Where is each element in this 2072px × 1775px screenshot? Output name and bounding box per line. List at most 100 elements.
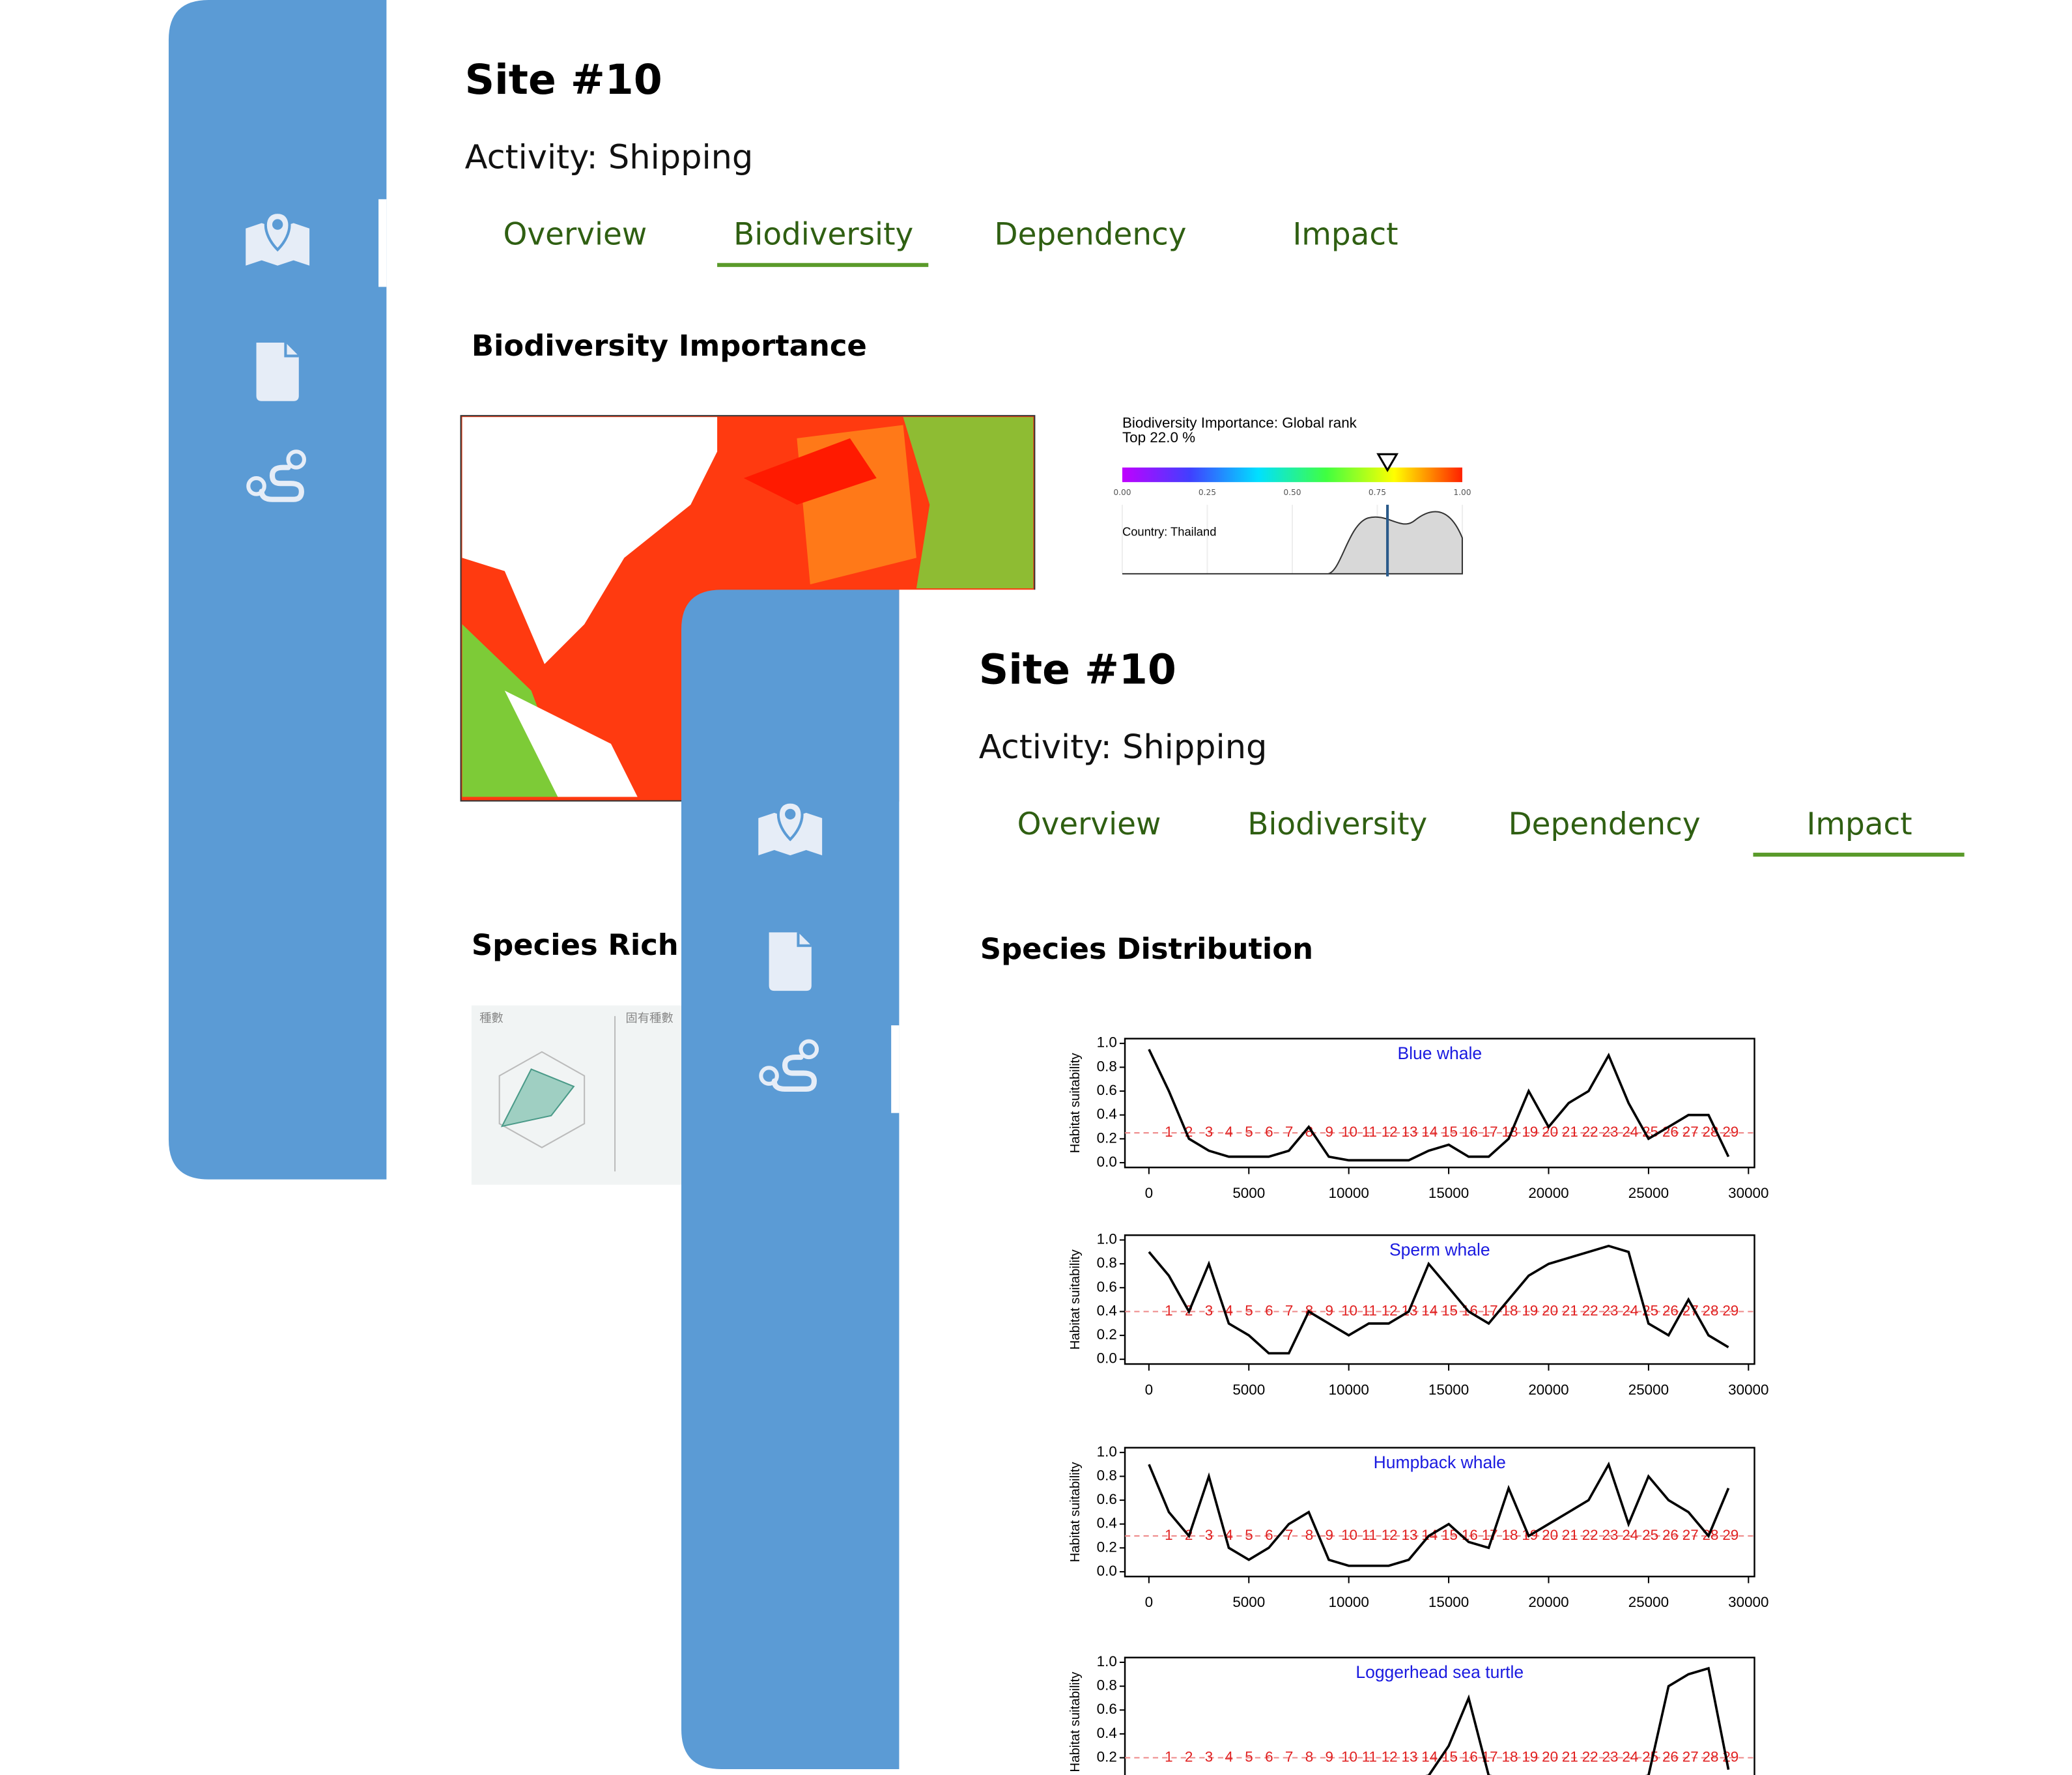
y-tick-label: 0.4 [1097,1302,1117,1318]
rank-title: Biodiversity Importance: Global rank [1122,414,1357,431]
x-tick-label: 25000 [1628,1594,1669,1610]
tab[interactable]: Overview [504,216,647,252]
y-tick-label: 0.2 [1097,1539,1117,1555]
segment-label: 8 [1305,1748,1313,1765]
segment-label: 3 [1205,1124,1213,1140]
x-tick-label: 10000 [1329,1185,1369,1201]
x-tick-label: 10000 [1329,1382,1369,1398]
species-name: Blue whale [1397,1044,1482,1063]
segment-label: 18 [1502,1527,1518,1543]
y-tick-label: 0.8 [1097,1058,1117,1074]
y-tick-label: 1.0 [1097,1443,1117,1460]
segment-label: 5 [1245,1124,1253,1140]
radar-grid [498,1051,586,1148]
x-tick-label: 25000 [1628,1185,1669,1201]
segment-label: 7 [1285,1748,1293,1765]
species-name: Humpback whale [1374,1453,1506,1472]
segment-label: 3 [1205,1748,1213,1765]
sidebar [681,589,900,1769]
rank-tick-label: 1.00 [1453,488,1471,497]
plot-frame [1124,1447,1755,1578]
plot-frame [1124,1038,1755,1169]
segment-label: 21 [1562,1124,1578,1140]
segment-label: 27 [1682,1748,1699,1765]
segment-label: 5 [1245,1302,1253,1318]
y-axis-label: Habitat suitability [1068,1671,1083,1772]
segment-label: 1 [1165,1527,1172,1543]
country-label: Country: Thailand [1122,524,1216,538]
segment-label: 14 [1421,1302,1438,1318]
segment-label: 26 [1662,1302,1679,1318]
segment-label: 25 [1642,1527,1658,1543]
y-tick-label: 0.2 [1097,1748,1117,1765]
segment-label: 7 [1285,1124,1293,1140]
tab-underline [1753,853,1965,857]
y-tick-label: 1.0 [1097,1034,1117,1051]
segment-label: 12 [1382,1748,1398,1765]
tab[interactable]: Overview [1017,806,1161,842]
y-tick-label: 0.6 [1097,1279,1117,1295]
segment-label: 6 [1265,1527,1273,1543]
file-icon[interactable] [769,932,812,991]
tab[interactable]: Dependency [1509,806,1701,842]
plot-frame [1124,1656,1755,1775]
section-heading: Species Distribution [980,931,1313,966]
map-icon[interactable] [758,801,823,856]
richness-label: 固有種數 [625,1012,673,1025]
window2-bg [899,589,2072,1775]
sidebar-bg [681,589,900,1769]
segment-label: 22 [1582,1748,1598,1765]
segment-label: 12 [1382,1527,1398,1543]
y-tick-label: 0.6 [1097,1701,1117,1717]
map-icon[interactable] [246,211,310,266]
y-tick-label: 0.8 [1097,1467,1117,1483]
file-icon[interactable] [256,343,299,401]
segment-label: 24 [1622,1124,1638,1140]
tab[interactable]: Impact [1807,806,1912,842]
segment-label: 6 [1265,1302,1273,1318]
segment-label: 3 [1205,1527,1213,1543]
species-name: Sperm whale [1389,1240,1490,1260]
segment-label: 4 [1225,1748,1232,1765]
x-tick-label: 20000 [1528,1185,1568,1201]
x-tick-label: 0 [1145,1185,1153,1201]
y-axis-label: Habitat suitability [1068,1053,1083,1154]
active-indicator [891,1025,900,1113]
file-fold [284,343,299,358]
route-icon[interactable] [246,449,306,502]
file-fold [797,932,812,947]
x-tick-label: 30000 [1728,1382,1768,1398]
y-tick-label: 0.4 [1097,1106,1117,1122]
segment-label: 2 [1185,1748,1193,1765]
segment-label: 14 [1421,1748,1438,1765]
segment-label: 22 [1582,1124,1598,1140]
x-tick-label: 20000 [1528,1382,1568,1398]
section-heading: Species Rich [472,928,679,962]
route-end [799,1039,819,1060]
x-tick-label: 30000 [1728,1185,1768,1201]
tab[interactable]: Impact [1292,216,1398,252]
segment-label: 16 [1462,1748,1478,1765]
segment-label: 18 [1502,1748,1518,1765]
tab[interactable]: Biodiversity [733,216,913,252]
segment-label: 19 [1522,1302,1538,1318]
segment-label: 29 [1722,1527,1738,1543]
segment-label: 19 [1522,1124,1538,1140]
x-tick-label: 0 [1145,1382,1153,1398]
x-tick-label: 30000 [1728,1594,1768,1610]
tab[interactable]: Biodiversity [1247,806,1427,842]
segment-label: 28 [1703,1748,1719,1765]
route-icon[interactable] [759,1039,819,1092]
species-plot: 0.00.20.40.60.81.00500010000150002000025… [1068,1653,1755,1775]
segment-label: 20 [1542,1527,1558,1543]
y-tick-label: 0.2 [1097,1326,1117,1342]
rank-tick-label: 0.50 [1283,488,1301,497]
file-shape [256,343,299,401]
rank-panel: Biodiversity Importance: Global rankTop … [1113,414,1471,576]
tab[interactable]: Dependency [994,216,1186,252]
segment-label: 27 [1682,1124,1699,1140]
